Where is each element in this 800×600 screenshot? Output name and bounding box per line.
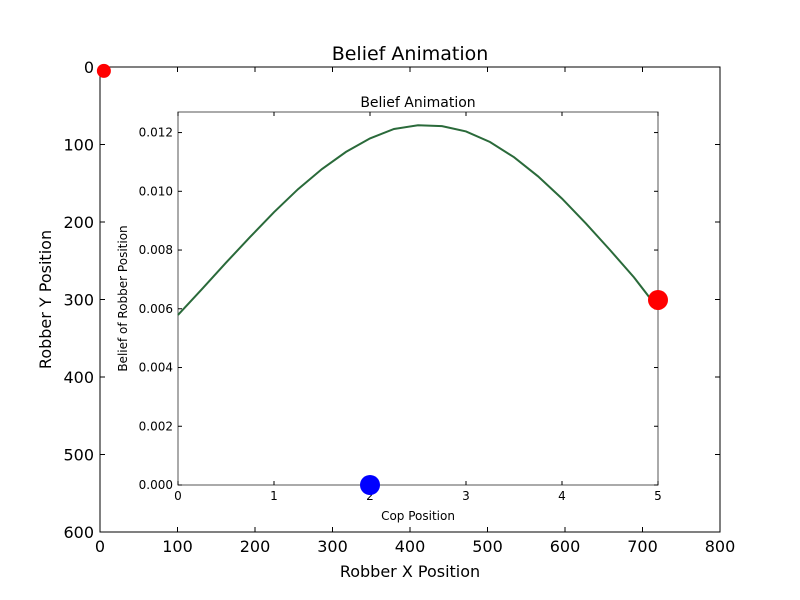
inner-x-tick-label: 5	[654, 489, 662, 503]
inner-y-tick-label: 0.012	[139, 126, 173, 140]
inner-x-tick-label: 1	[270, 489, 278, 503]
inner-y-tick-label: 0.006	[139, 302, 173, 316]
inner-x-axis-label: Cop Position	[381, 509, 455, 523]
outer-y-tick-label: 200	[63, 213, 94, 232]
outer-x-tick-label: 700	[627, 537, 658, 556]
outer-y-tick-label: 500	[63, 446, 94, 465]
outer-x-tick-label: 800	[705, 537, 736, 556]
outer-x-tick-label: 300	[317, 537, 348, 556]
inner-y-tick-label: 0.004	[139, 361, 173, 375]
inner-y-tick-label: 0.002	[139, 419, 173, 433]
outer-x-tick-label: 500	[472, 537, 503, 556]
inner-x-tick-label: 0	[174, 489, 182, 503]
outer-x-tick-label: 600	[550, 537, 581, 556]
outer-y-tick-label: 300	[63, 291, 94, 310]
inner-x-tick-label: 3	[462, 489, 470, 503]
robber-belief-marker	[648, 289, 668, 310]
inner-chart-title: Belief Animation	[360, 95, 475, 111]
inner-y-axis-label: Belief of Robber Position	[116, 225, 130, 371]
outer-x-axis-label: Robber X Position	[340, 562, 480, 581]
outer-x-tick-label: 200	[240, 537, 271, 556]
inner-x-tick-label: 4	[558, 489, 566, 503]
outer-y-tick-label: 100	[63, 136, 94, 155]
inner-y-tick-label: 0.008	[139, 243, 173, 257]
outer-y-axis-label: Robber Y Position	[36, 230, 55, 369]
inner-y-tick-label: 0.000	[139, 478, 173, 492]
inner-y-tick-label: 0.010	[139, 184, 173, 198]
outer-y-tick-label: 600	[63, 523, 94, 542]
outer-y-tick-label: 400	[63, 368, 94, 387]
inner-plot-frame	[177, 111, 659, 486]
outer-x-tick-label: 100	[162, 537, 193, 556]
outer-y-tick-label: 0	[84, 58, 94, 77]
outer-x-tick-label: 400	[395, 537, 426, 556]
robber-marker	[96, 63, 111, 78]
inner-markers	[360, 289, 668, 495]
outer-points	[96, 63, 111, 78]
inner-x-tick-label: 2	[366, 489, 374, 503]
belief-series-line	[177, 124, 659, 316]
outer-x-tick-label: 0	[95, 537, 105, 556]
outer-axis-ticks: 0 100 200 300 400 500 600 700 800010020030040050…	[63, 58, 735, 556]
inner-axis-ticks: 0 1 2 3 4 5 0.000 0.002 0.004 0.006 0.008 0.010 0.01…	[139, 112, 662, 503]
cop-marker	[360, 475, 380, 495]
outer-chart-title: Belief Animation	[332, 43, 489, 65]
